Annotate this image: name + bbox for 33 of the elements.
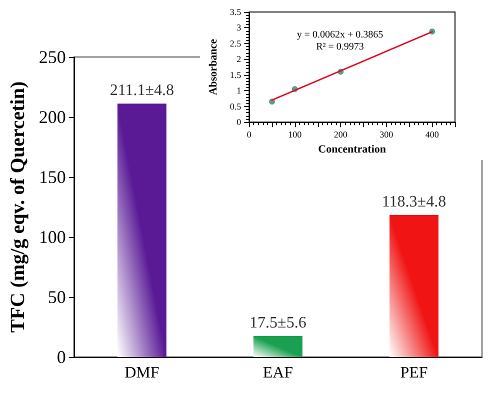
- y-tick-label: 200: [38, 107, 66, 127]
- y-tick-label: 0: [56, 347, 66, 367]
- data-label: 17.5±5.6: [250, 314, 306, 332]
- x-tick-label: EAF: [262, 364, 294, 382]
- y-axis-title: Absorbance: [208, 38, 220, 96]
- y-tick-label: 250: [38, 47, 66, 67]
- y-tick-label: 2.5: [230, 38, 242, 48]
- x-tick-label: 200: [334, 130, 348, 140]
- x-axis-title: Concentration: [318, 144, 386, 156]
- x-tick-label: 400: [425, 130, 440, 140]
- bar: [117, 104, 166, 357]
- y-tick-label: 3.5: [230, 7, 242, 17]
- x-tick-label: 300: [380, 130, 394, 140]
- x-tick-label: 100: [288, 130, 302, 140]
- y-tick-label: 0.5: [230, 101, 242, 112]
- x-tick-label: PEF: [400, 364, 428, 382]
- y-tick-label: 2: [236, 54, 242, 64]
- y-tick-label: 150: [38, 167, 66, 187]
- y-axis-title: TFC (mg/g eqv. of Quercetin): [7, 81, 29, 333]
- y-tick-label: 1.5: [230, 70, 242, 80]
- data-label: 118.3±4.8: [382, 194, 446, 211]
- y-tick-label: 1: [236, 86, 242, 96]
- annotation: y = 0.0062x + 0.3865: [296, 30, 384, 40]
- bar: [389, 215, 438, 357]
- y-tick-label: 50: [48, 287, 66, 307]
- x-tick-label: DMF: [124, 364, 160, 382]
- bar: [253, 336, 302, 357]
- data-label: 211.1±4.8: [110, 82, 174, 100]
- y-tick-label: 100: [38, 227, 66, 247]
- x-tick-label: 0: [246, 130, 252, 140]
- y-tick-label: 3: [236, 22, 242, 33]
- y-tick-label: 0: [236, 117, 242, 128]
- annotation: R² = 0.9973: [316, 42, 364, 52]
